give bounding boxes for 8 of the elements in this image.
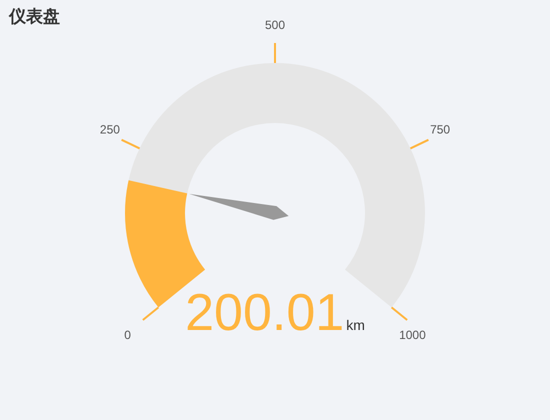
text: km bbox=[346, 317, 365, 333]
data-label: 200.01 bbox=[185, 284, 344, 342]
text: 0 bbox=[124, 328, 132, 342]
text: 250 bbox=[100, 122, 120, 136]
text: 仪表盘 bbox=[8, 7, 60, 26]
text: 1000 bbox=[399, 328, 426, 342]
text: 750 bbox=[430, 122, 450, 136]
text: 500 bbox=[264, 18, 286, 32]
